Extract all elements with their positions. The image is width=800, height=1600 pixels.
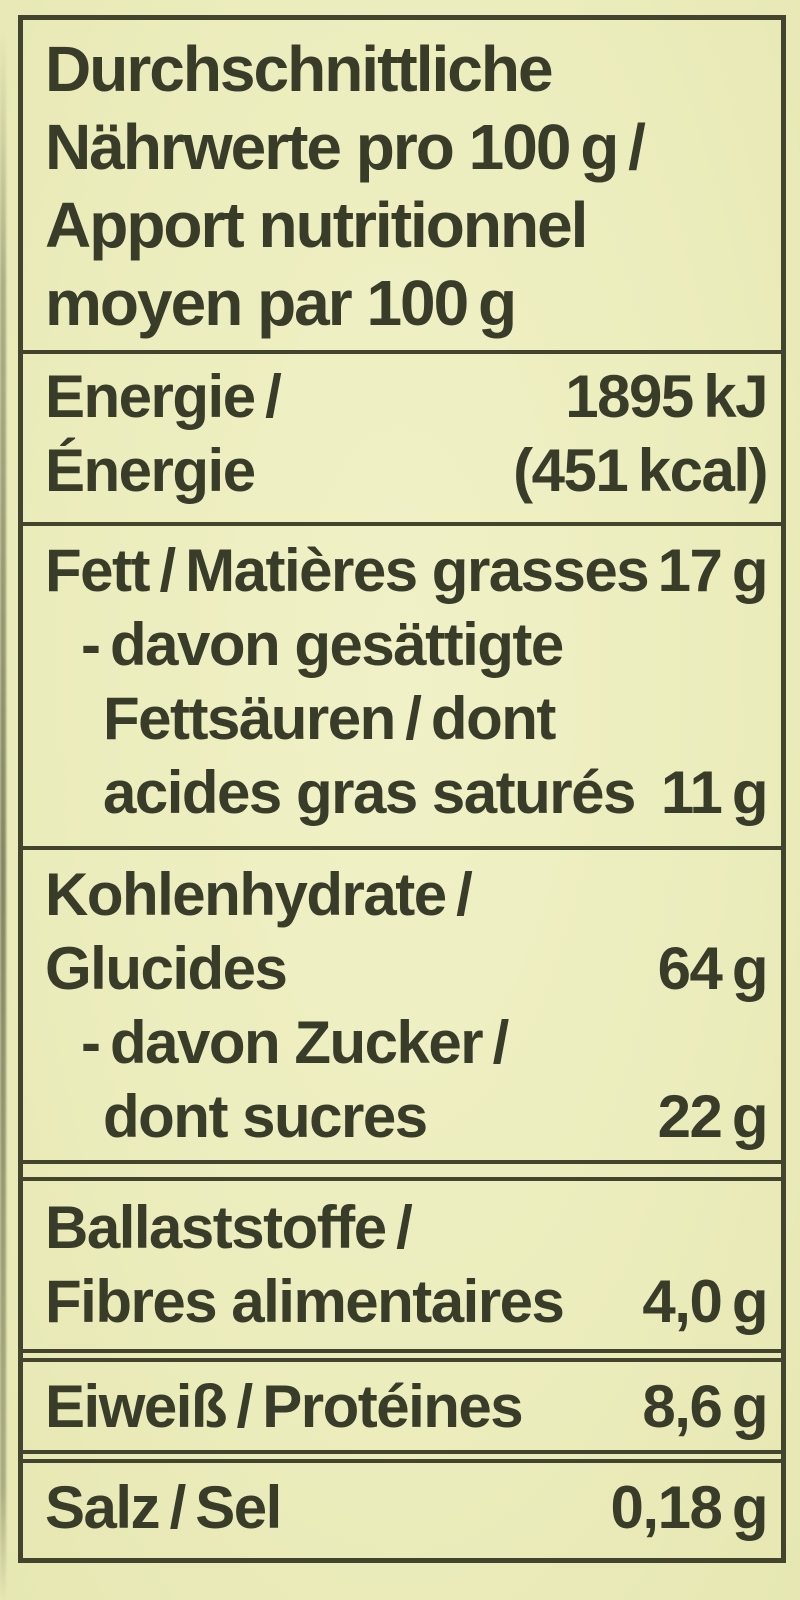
sugar-label-fr: dont sucres <box>103 1083 428 1150</box>
title-line-fr-1: Apport nutritionnel <box>45 189 588 261</box>
energy-value-kcal: (451 kcal) <box>513 437 768 504</box>
energy-line-de: Energie / 1895 kJ <box>45 360 768 434</box>
salt-value: 0,18 g <box>610 1474 769 1541</box>
row-carbs: Kohlenhydrate / Glucides 64 g - davon Zu… <box>23 850 781 1160</box>
salt-label: Salz / Sel <box>45 1474 282 1541</box>
separator-energy-fat <box>23 522 781 526</box>
row-energy: Energie / 1895 kJ Énergie (451 kcal) <box>23 354 781 522</box>
carbs-label-fr: Glucides <box>45 935 288 1002</box>
nutrition-table: Durchschnittliche Nährwerte pro 100 g / … <box>18 15 786 1563</box>
protein-line: Eiweiß / Protéines 8,6 g <box>45 1370 768 1444</box>
fiber-line-fr: Fibres alimentaires 4,0 g <box>45 1265 768 1339</box>
fat-line: Fett / Matières grasses 17 g <box>45 534 769 608</box>
table-title: Durchschnittliche Nährwerte pro 100 g / … <box>23 20 781 350</box>
energy-value-kj: 1895 kJ <box>565 363 768 430</box>
fat-label: Fett / Matières grasses <box>45 537 650 604</box>
separator-carbs-fiber <box>23 1160 781 1181</box>
separator-protein-salt <box>23 1450 781 1463</box>
row-fiber: Ballaststoffe / Fibres alimentaires 4,0 … <box>23 1181 781 1349</box>
title-line-de-1: Durchschnittliche <box>45 33 554 105</box>
title-line-fr-2: moyen par 100 g <box>45 267 517 339</box>
carbs-value: 64 g <box>657 935 769 1002</box>
salt-line: Salz / Sel 0,18 g <box>45 1471 769 1545</box>
fat-value: 17 g <box>657 537 769 604</box>
saturated-value: 11 g <box>660 759 769 826</box>
carbs-line-fr: Glucides 64 g <box>45 932 769 1006</box>
fiber-label-de: Ballaststoffe / <box>45 1194 413 1261</box>
title-line-de-2: Nährwerte pro 100 g / <box>45 111 646 183</box>
saturated-line-2: Fettsäuren / dont <box>103 685 556 752</box>
energy-label-fr: Énergie <box>45 437 256 504</box>
saturated-label-fr: acides gras saturés <box>103 759 636 826</box>
energy-label-de: Energie / <box>45 363 282 430</box>
row-fat: Fett / Matières grasses 17 g - davon ges… <box>23 526 781 846</box>
saturated-line-1: - davon gesättigte <box>81 611 564 678</box>
protein-label: Eiweiß / Protéines <box>45 1373 524 1440</box>
fiber-label-fr: Fibres alimentaires <box>45 1268 565 1335</box>
sugar-value: 22 g <box>657 1083 769 1150</box>
package-edge-shadow <box>0 0 6 1600</box>
fiber-value: 4,0 g <box>642 1268 768 1335</box>
protein-value: 8,6 g <box>642 1373 768 1440</box>
separator-fiber-protein <box>23 1349 781 1362</box>
row-protein: Eiweiß / Protéines 8,6 g <box>23 1362 781 1450</box>
saturated-line-3: acides gras saturés 11 g <box>45 756 769 830</box>
sugar-line-de: - davon Zucker / <box>81 1009 509 1076</box>
separator-header <box>23 350 781 354</box>
row-salt: Salz / Sel 0,18 g <box>23 1463 781 1545</box>
carbs-label-de: Kohlenhydrate / <box>45 861 473 928</box>
separator-fat-carbs <box>23 846 781 850</box>
energy-line-fr: Énergie (451 kcal) <box>45 434 768 508</box>
sugar-line-fr: dont sucres 22 g <box>45 1080 769 1154</box>
